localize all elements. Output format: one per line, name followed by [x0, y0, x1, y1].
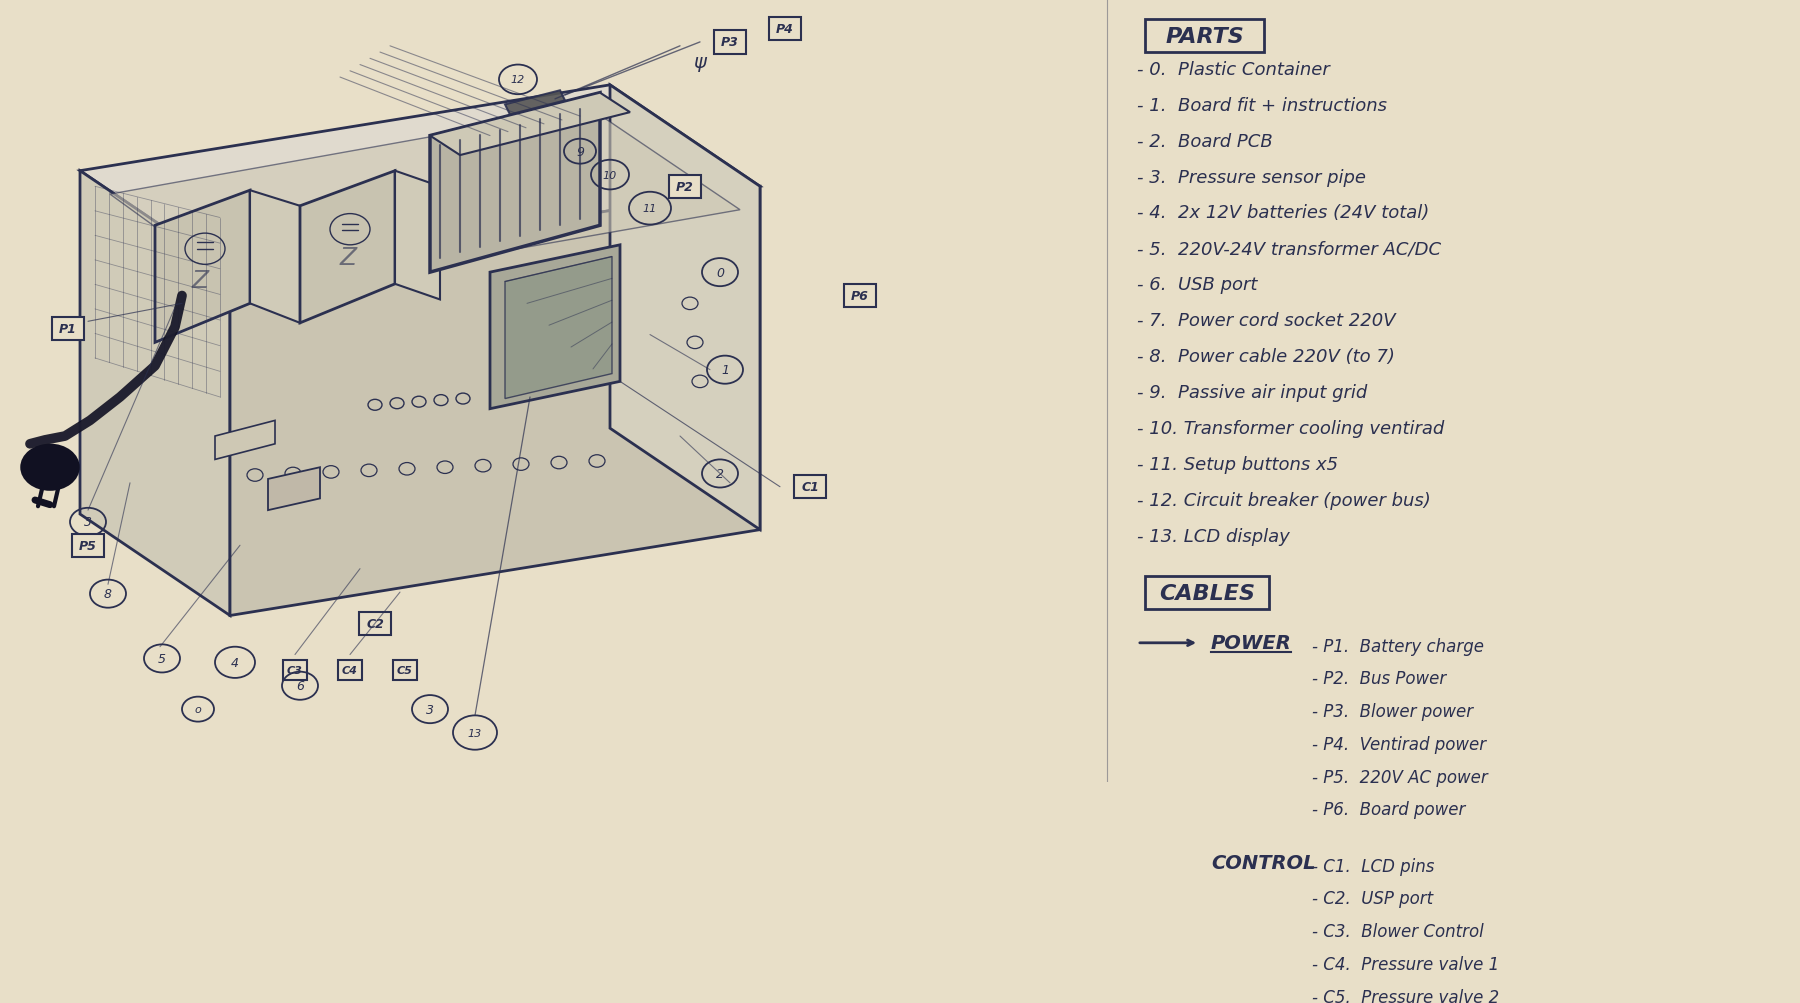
- FancyBboxPatch shape: [52, 317, 85, 341]
- Polygon shape: [79, 172, 230, 616]
- Text: P2: P2: [677, 181, 695, 194]
- Text: P5: P5: [79, 540, 97, 553]
- FancyBboxPatch shape: [794, 475, 826, 498]
- Text: - P5.  220V AC power: - P5. 220V AC power: [1312, 768, 1489, 786]
- Text: - 11. Setup buttons x5: - 11. Setup buttons x5: [1138, 455, 1337, 473]
- Polygon shape: [610, 85, 760, 531]
- Text: C2: C2: [365, 617, 383, 630]
- Polygon shape: [110, 109, 740, 296]
- Text: P4: P4: [776, 23, 794, 36]
- Text: - 5.  220V-24V transformer AC/DC: - 5. 220V-24V transformer AC/DC: [1138, 240, 1442, 258]
- Text: 5: 5: [158, 652, 166, 665]
- Polygon shape: [430, 93, 630, 155]
- Text: 2: 2: [716, 467, 724, 480]
- Text: P1: P1: [59, 323, 77, 335]
- Text: 10: 10: [603, 171, 617, 181]
- Text: 3: 3: [427, 703, 434, 716]
- Text: Z: Z: [340, 246, 356, 269]
- Text: - 2.  Board PCB: - 2. Board PCB: [1138, 132, 1273, 150]
- Text: - 6.  USB port: - 6. USB port: [1138, 276, 1258, 294]
- Polygon shape: [214, 421, 275, 460]
- Text: - C3.  Blower Control: - C3. Blower Control: [1312, 922, 1483, 940]
- Text: CABLES: CABLES: [1159, 584, 1255, 603]
- Text: - P4.  Ventirad power: - P4. Ventirad power: [1312, 735, 1487, 753]
- Text: 0: 0: [716, 267, 724, 280]
- Text: o: o: [194, 704, 202, 714]
- Text: - 7.  Power cord socket 220V: - 7. Power cord socket 220V: [1138, 312, 1395, 330]
- Polygon shape: [490, 246, 619, 409]
- FancyBboxPatch shape: [670, 176, 700, 199]
- Text: P3: P3: [722, 36, 740, 49]
- Text: - C5.  Pressure valve 2: - C5. Pressure valve 2: [1312, 988, 1499, 1003]
- FancyBboxPatch shape: [392, 660, 418, 681]
- Text: CONTROL: CONTROL: [1211, 854, 1316, 873]
- Text: C1: C1: [801, 480, 819, 493]
- Polygon shape: [230, 188, 760, 616]
- FancyBboxPatch shape: [1145, 577, 1269, 610]
- Text: - P1.  Battery charge: - P1. Battery charge: [1312, 637, 1483, 655]
- FancyBboxPatch shape: [338, 660, 362, 681]
- FancyBboxPatch shape: [358, 612, 391, 635]
- Text: - 0.  Plastic Container: - 0. Plastic Container: [1138, 61, 1330, 79]
- Text: - C1.  LCD pins: - C1. LCD pins: [1312, 857, 1435, 875]
- FancyBboxPatch shape: [715, 31, 745, 54]
- FancyBboxPatch shape: [769, 18, 801, 41]
- Text: POWER: POWER: [1211, 634, 1292, 653]
- Text: C3: C3: [286, 665, 302, 675]
- Text: P6: P6: [851, 290, 869, 303]
- Text: - 13. LCD display: - 13. LCD display: [1138, 527, 1291, 545]
- Polygon shape: [506, 91, 565, 115]
- Text: Z: Z: [191, 269, 209, 293]
- Polygon shape: [79, 85, 760, 273]
- Text: C5: C5: [398, 665, 412, 675]
- Polygon shape: [268, 467, 320, 511]
- FancyBboxPatch shape: [283, 660, 308, 681]
- Text: - 4.  2x 12V batteries (24V total): - 4. 2x 12V batteries (24V total): [1138, 205, 1429, 223]
- Polygon shape: [250, 191, 301, 324]
- Text: ψ: ψ: [693, 53, 706, 72]
- Polygon shape: [430, 93, 599, 273]
- Polygon shape: [394, 172, 439, 300]
- Text: 4: 4: [230, 656, 239, 669]
- Text: - P3.  Blower power: - P3. Blower power: [1312, 702, 1472, 720]
- Text: C4: C4: [342, 665, 358, 675]
- Text: 12: 12: [511, 75, 526, 85]
- Text: 3: 3: [85, 516, 92, 529]
- Text: 6: 6: [295, 680, 304, 692]
- Text: - C4.  Pressure valve 1: - C4. Pressure valve 1: [1312, 955, 1499, 973]
- Text: 9: 9: [576, 145, 583, 158]
- Text: 8: 8: [104, 588, 112, 601]
- Text: - P2.  Bus Power: - P2. Bus Power: [1312, 670, 1445, 688]
- FancyBboxPatch shape: [1145, 20, 1264, 53]
- Text: 1: 1: [722, 364, 729, 377]
- Polygon shape: [155, 191, 250, 343]
- Text: PARTS: PARTS: [1165, 27, 1244, 46]
- Text: 13: 13: [468, 728, 482, 738]
- Circle shape: [22, 446, 77, 489]
- Polygon shape: [506, 257, 612, 399]
- Text: 11: 11: [643, 204, 657, 214]
- Text: - 3.  Pressure sensor pipe: - 3. Pressure sensor pipe: [1138, 169, 1366, 187]
- Text: - P6.  Board power: - P6. Board power: [1312, 800, 1465, 818]
- FancyBboxPatch shape: [844, 285, 877, 308]
- Text: - 12. Circuit breaker (power bus): - 12. Circuit breaker (power bus): [1138, 491, 1431, 510]
- Text: - C2.  USP port: - C2. USP port: [1312, 890, 1433, 908]
- Text: - 8.  Power cable 220V (to 7): - 8. Power cable 220V (to 7): [1138, 348, 1395, 366]
- FancyBboxPatch shape: [72, 534, 104, 558]
- Text: - 1.  Board fit + instructions: - 1. Board fit + instructions: [1138, 96, 1388, 114]
- Polygon shape: [301, 172, 394, 324]
- Text: - 10. Transformer cooling ventirad: - 10. Transformer cooling ventirad: [1138, 419, 1444, 437]
- Text: - 9.  Passive air input grid: - 9. Passive air input grid: [1138, 383, 1368, 401]
